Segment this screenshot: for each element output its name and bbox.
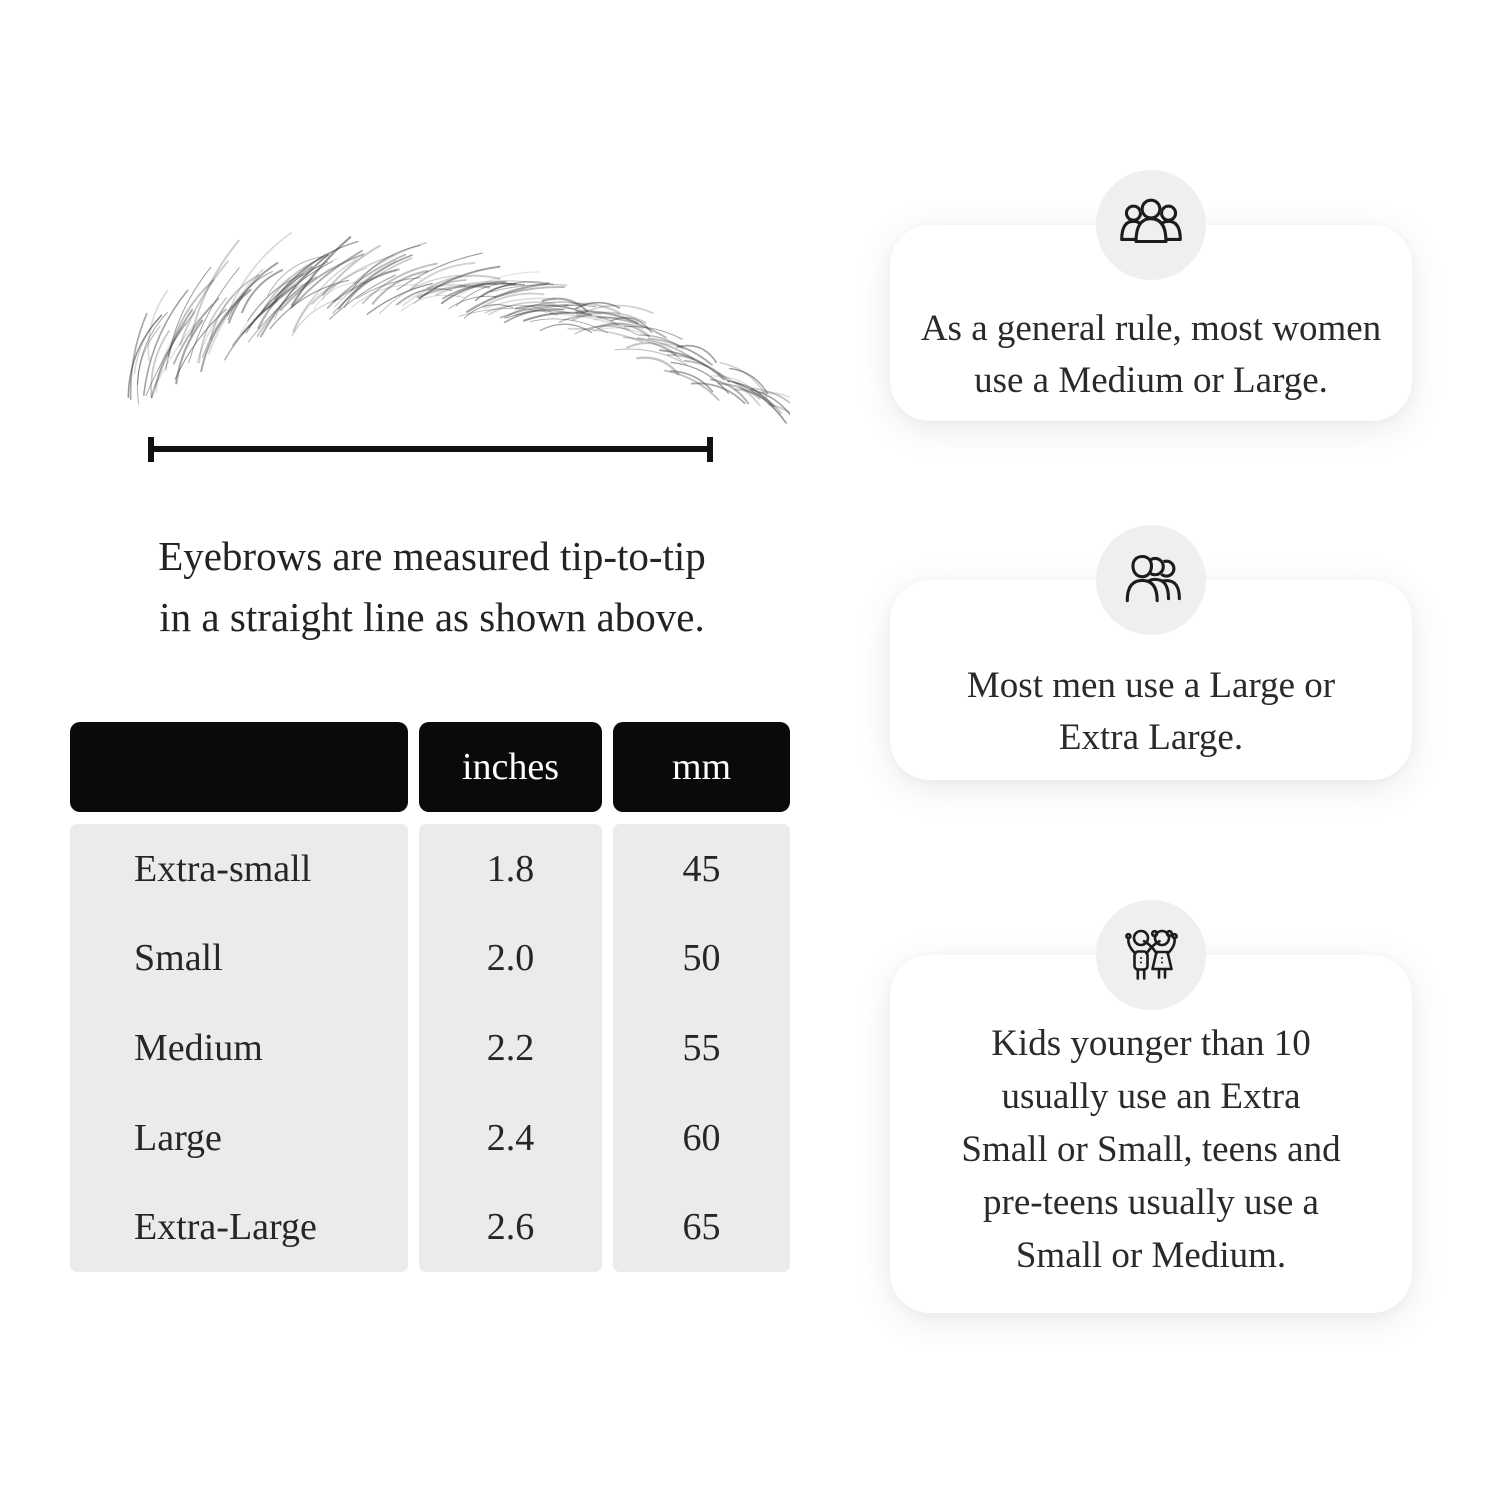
card-text-line: Extra Large. — [1058, 717, 1244, 758]
caption-line: Eyebrows are measured tip-to-tip — [158, 533, 706, 579]
table-row-inches: 2.2 — [486, 1026, 535, 1069]
measure-line — [151, 446, 711, 452]
table-row-inches: 2.4 — [486, 1116, 535, 1159]
card-text-line: usually use an Extra — [1001, 1076, 1301, 1117]
children-icon — [1125, 929, 1178, 980]
card-text-line: use a Medium or Large. — [974, 360, 1328, 401]
men-badge — [1096, 525, 1206, 635]
table-row-mm: 65 — [682, 1206, 721, 1249]
table-row-inches: 2.6 — [486, 1206, 535, 1249]
card-text-line: Small or Small, teens and — [961, 1129, 1341, 1170]
table-row-inches: 2.0 — [486, 937, 535, 980]
card-text-line: As a general rule, most women — [920, 308, 1382, 349]
size-table: inches mm Extra-small Small Medium Large… — [70, 722, 790, 1272]
men-card-text: Most men use a Large or Extra Large. — [910, 660, 1392, 764]
table-row-mm: 50 — [682, 937, 721, 980]
table-row-mm: 55 — [682, 1026, 721, 1069]
info-card-kids: Kids younger than 10 usually use an Extr… — [890, 900, 1412, 1313]
measurement-caption: Eyebrows are measured tip-to-tip in a st… — [70, 526, 794, 648]
table-row-label: Extra-Large — [134, 1206, 317, 1249]
size-column-inches: 1.8 2.0 2.2 2.4 2.6 — [419, 824, 602, 1272]
table-row-label: Large — [134, 1116, 222, 1159]
size-column-mm: 45 50 55 60 65 — [613, 824, 790, 1272]
men-group-icon — [1125, 554, 1181, 603]
table-row-mm: 60 — [682, 1116, 721, 1159]
table-row-inches: 1.8 — [486, 847, 535, 890]
card-text-line: Small or Medium. — [1015, 1235, 1287, 1276]
header-cell-mm: mm — [613, 722, 790, 812]
caption-line: in a straight line as shown above. — [159, 594, 705, 640]
women-card-text: As a general rule, most women use a Medi… — [910, 303, 1392, 407]
kids-card-text: Kids younger than 10 usually use an Extr… — [910, 1017, 1392, 1282]
kids-badge — [1096, 900, 1206, 1010]
women-group-icon — [1120, 198, 1182, 244]
table-row-mm: 45 — [682, 847, 721, 890]
measure-line-right-cap — [707, 437, 713, 462]
table-row-label: Medium — [134, 1026, 263, 1069]
card-text-line: Kids younger than 10 — [991, 1023, 1311, 1064]
header-cell-size — [70, 722, 408, 812]
info-card-men: Most men use a Large or Extra Large. — [890, 525, 1412, 780]
table-row-label: Extra-small — [134, 847, 312, 890]
women-badge — [1096, 170, 1206, 280]
table-row-label: Small — [134, 937, 223, 980]
card-text-line: pre-teens usually use a — [983, 1182, 1319, 1223]
info-card-women: As a general rule, most women use a Medi… — [890, 170, 1412, 421]
card-text-line: Most men use a Large or — [966, 665, 1336, 706]
eyebrow-illustration — [127, 232, 790, 424]
size-column-labels: Extra-small Small Medium Large Extra-Lar… — [70, 824, 408, 1272]
size-table-body: Extra-small Small Medium Large Extra-Lar… — [70, 824, 790, 1272]
header-cell-inches: inches — [419, 722, 602, 812]
size-table-header: inches mm — [70, 722, 790, 812]
